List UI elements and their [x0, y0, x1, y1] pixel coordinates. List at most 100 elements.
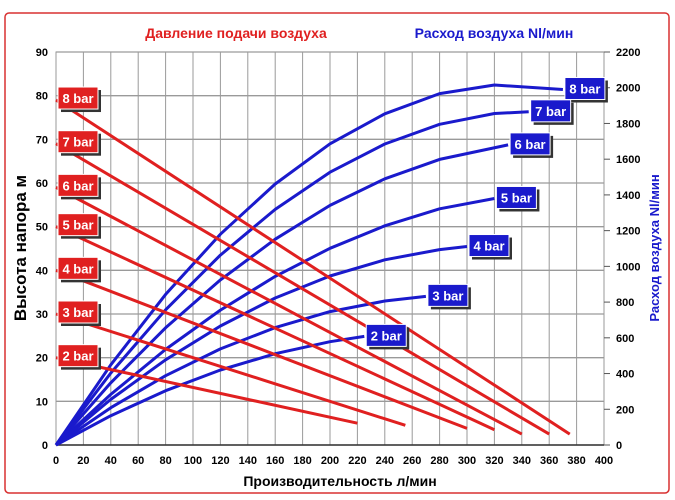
y2-tick-label: 1200: [616, 226, 640, 238]
x-tick-label: 220: [348, 455, 366, 467]
head-label: 4 bar: [57, 256, 101, 283]
title-left: Давление подачи воздуха: [145, 25, 327, 41]
label-text: 3 bar: [62, 305, 93, 320]
label-box: [57, 213, 99, 237]
head-line-4-bar: [55, 268, 468, 430]
y2-tick-label: 600: [616, 333, 634, 345]
x-axis-label: Производительность л/мин: [243, 473, 436, 489]
air-flow-curve-2-bar: [55, 334, 365, 447]
air-label: 5 bar: [495, 185, 540, 212]
label-text: 5 bar: [62, 218, 93, 233]
air-label: 2 bar: [365, 323, 410, 350]
y2-tick-label: 2200: [616, 47, 640, 59]
y-tick-label: 90: [36, 47, 48, 59]
head-label: 8 bar: [57, 86, 101, 113]
x-tick-label: 0: [53, 455, 59, 467]
label-box: [509, 132, 551, 156]
label-text: 2 bar: [371, 328, 402, 343]
axis-ticks: 0 20 40 60 80 100 120 140 160 180 200 220 240 260 280 3…: [36, 47, 641, 467]
air-flow-curve-6-bar: [54, 143, 509, 446]
air-flow-curve-3-bar: [55, 294, 427, 447]
head-label: 2 bar: [57, 344, 101, 370]
label-text: 3 bar: [432, 288, 463, 303]
label-box: [57, 173, 99, 197]
y-tick-label: 80: [36, 91, 48, 103]
label-text: 2 bar: [62, 349, 93, 364]
air-label: 3 bar: [427, 283, 471, 310]
y-tick-label: 40: [36, 265, 48, 277]
label-text: 4 bar: [473, 239, 504, 254]
head-label: 3 bar: [57, 300, 101, 326]
title-right: Расход воздуха Nl/мин: [415, 25, 574, 41]
label-box: [365, 323, 407, 347]
series: [54, 83, 571, 447]
y-tick-label: 0: [42, 440, 48, 452]
y2-axis-label: Расход воздуха Nl/мин: [647, 174, 662, 321]
head-label: 5 bar: [57, 213, 101, 239]
air-label: 8 bar: [564, 77, 608, 103]
x-tick-label: 280: [430, 455, 448, 467]
label-text: 8 bar: [62, 91, 93, 106]
label-box: [57, 130, 99, 154]
x-tick-label: 320: [485, 455, 503, 467]
head-line-2-bar: [55, 356, 358, 425]
x-tick-label: 60: [132, 455, 144, 467]
label-box: [495, 185, 537, 209]
air-label: 6 bar: [509, 132, 554, 158]
label-text: 4 bar: [62, 261, 93, 276]
label-box: [564, 77, 606, 101]
y-axis-label: Высота напора м: [11, 175, 30, 321]
y-tick-label: 20: [36, 353, 48, 365]
y-tick-label: 50: [36, 222, 48, 234]
head-line-3-bar: [55, 312, 406, 427]
head-label: 6 bar: [57, 173, 101, 200]
y-tick-label: 60: [36, 178, 48, 190]
head-label: 7 bar: [57, 130, 101, 156]
y2-tick-label: 1600: [616, 154, 640, 166]
x-tick-label: 180: [293, 455, 311, 467]
y2-tick-label: 1000: [616, 261, 640, 273]
label-text: 8 bar: [569, 82, 600, 97]
head-line-8-bar: [55, 98, 571, 436]
head-line-7-bar: [55, 142, 550, 436]
y2-tick-label: 1800: [616, 118, 640, 130]
y-tick-label: 70: [36, 134, 48, 146]
label-box: [530, 99, 572, 123]
x-tick-label: 360: [540, 455, 558, 467]
label-box: [57, 86, 99, 110]
label-box: [57, 300, 99, 324]
x-tick-label: 20: [77, 455, 89, 467]
x-tick-label: 240: [376, 455, 394, 467]
x-tick-label: 140: [239, 455, 257, 467]
x-tick-label: 200: [321, 455, 339, 467]
y2-tick-label: 800: [616, 297, 634, 309]
head-line-5-bar: [55, 225, 496, 432]
x-tick-label: 260: [403, 455, 421, 467]
x-tick-label: 160: [266, 455, 284, 467]
label-box: [468, 234, 510, 258]
label-text: 7 bar: [535, 104, 566, 119]
label-text: 6 bar: [62, 178, 93, 193]
air-flow-curve-4-bar: [55, 245, 468, 447]
x-tick-label: 300: [458, 455, 476, 467]
head-line-6-bar: [55, 186, 523, 436]
air-flow-curve-8-bar: [54, 83, 563, 446]
label-text: 7 bar: [62, 135, 93, 150]
y2-tick-label: 200: [616, 404, 634, 416]
label-box: [57, 256, 99, 280]
label-box: [427, 283, 469, 307]
y-tick-label: 30: [36, 309, 48, 321]
x-tick-label: 400: [595, 455, 613, 467]
x-tick-label: 120: [211, 455, 229, 467]
air-label: 4 bar: [468, 234, 512, 260]
air-flow-curve-5-bar: [54, 197, 495, 447]
y2-tick-label: 400: [616, 369, 634, 381]
y2-tick-label: 0: [616, 440, 622, 452]
label-text: 6 bar: [515, 137, 546, 152]
label-box: [57, 344, 99, 368]
x-tick-label: 340: [513, 455, 531, 467]
label-text: 5 bar: [501, 190, 532, 205]
x-tick-label: 380: [567, 455, 585, 467]
